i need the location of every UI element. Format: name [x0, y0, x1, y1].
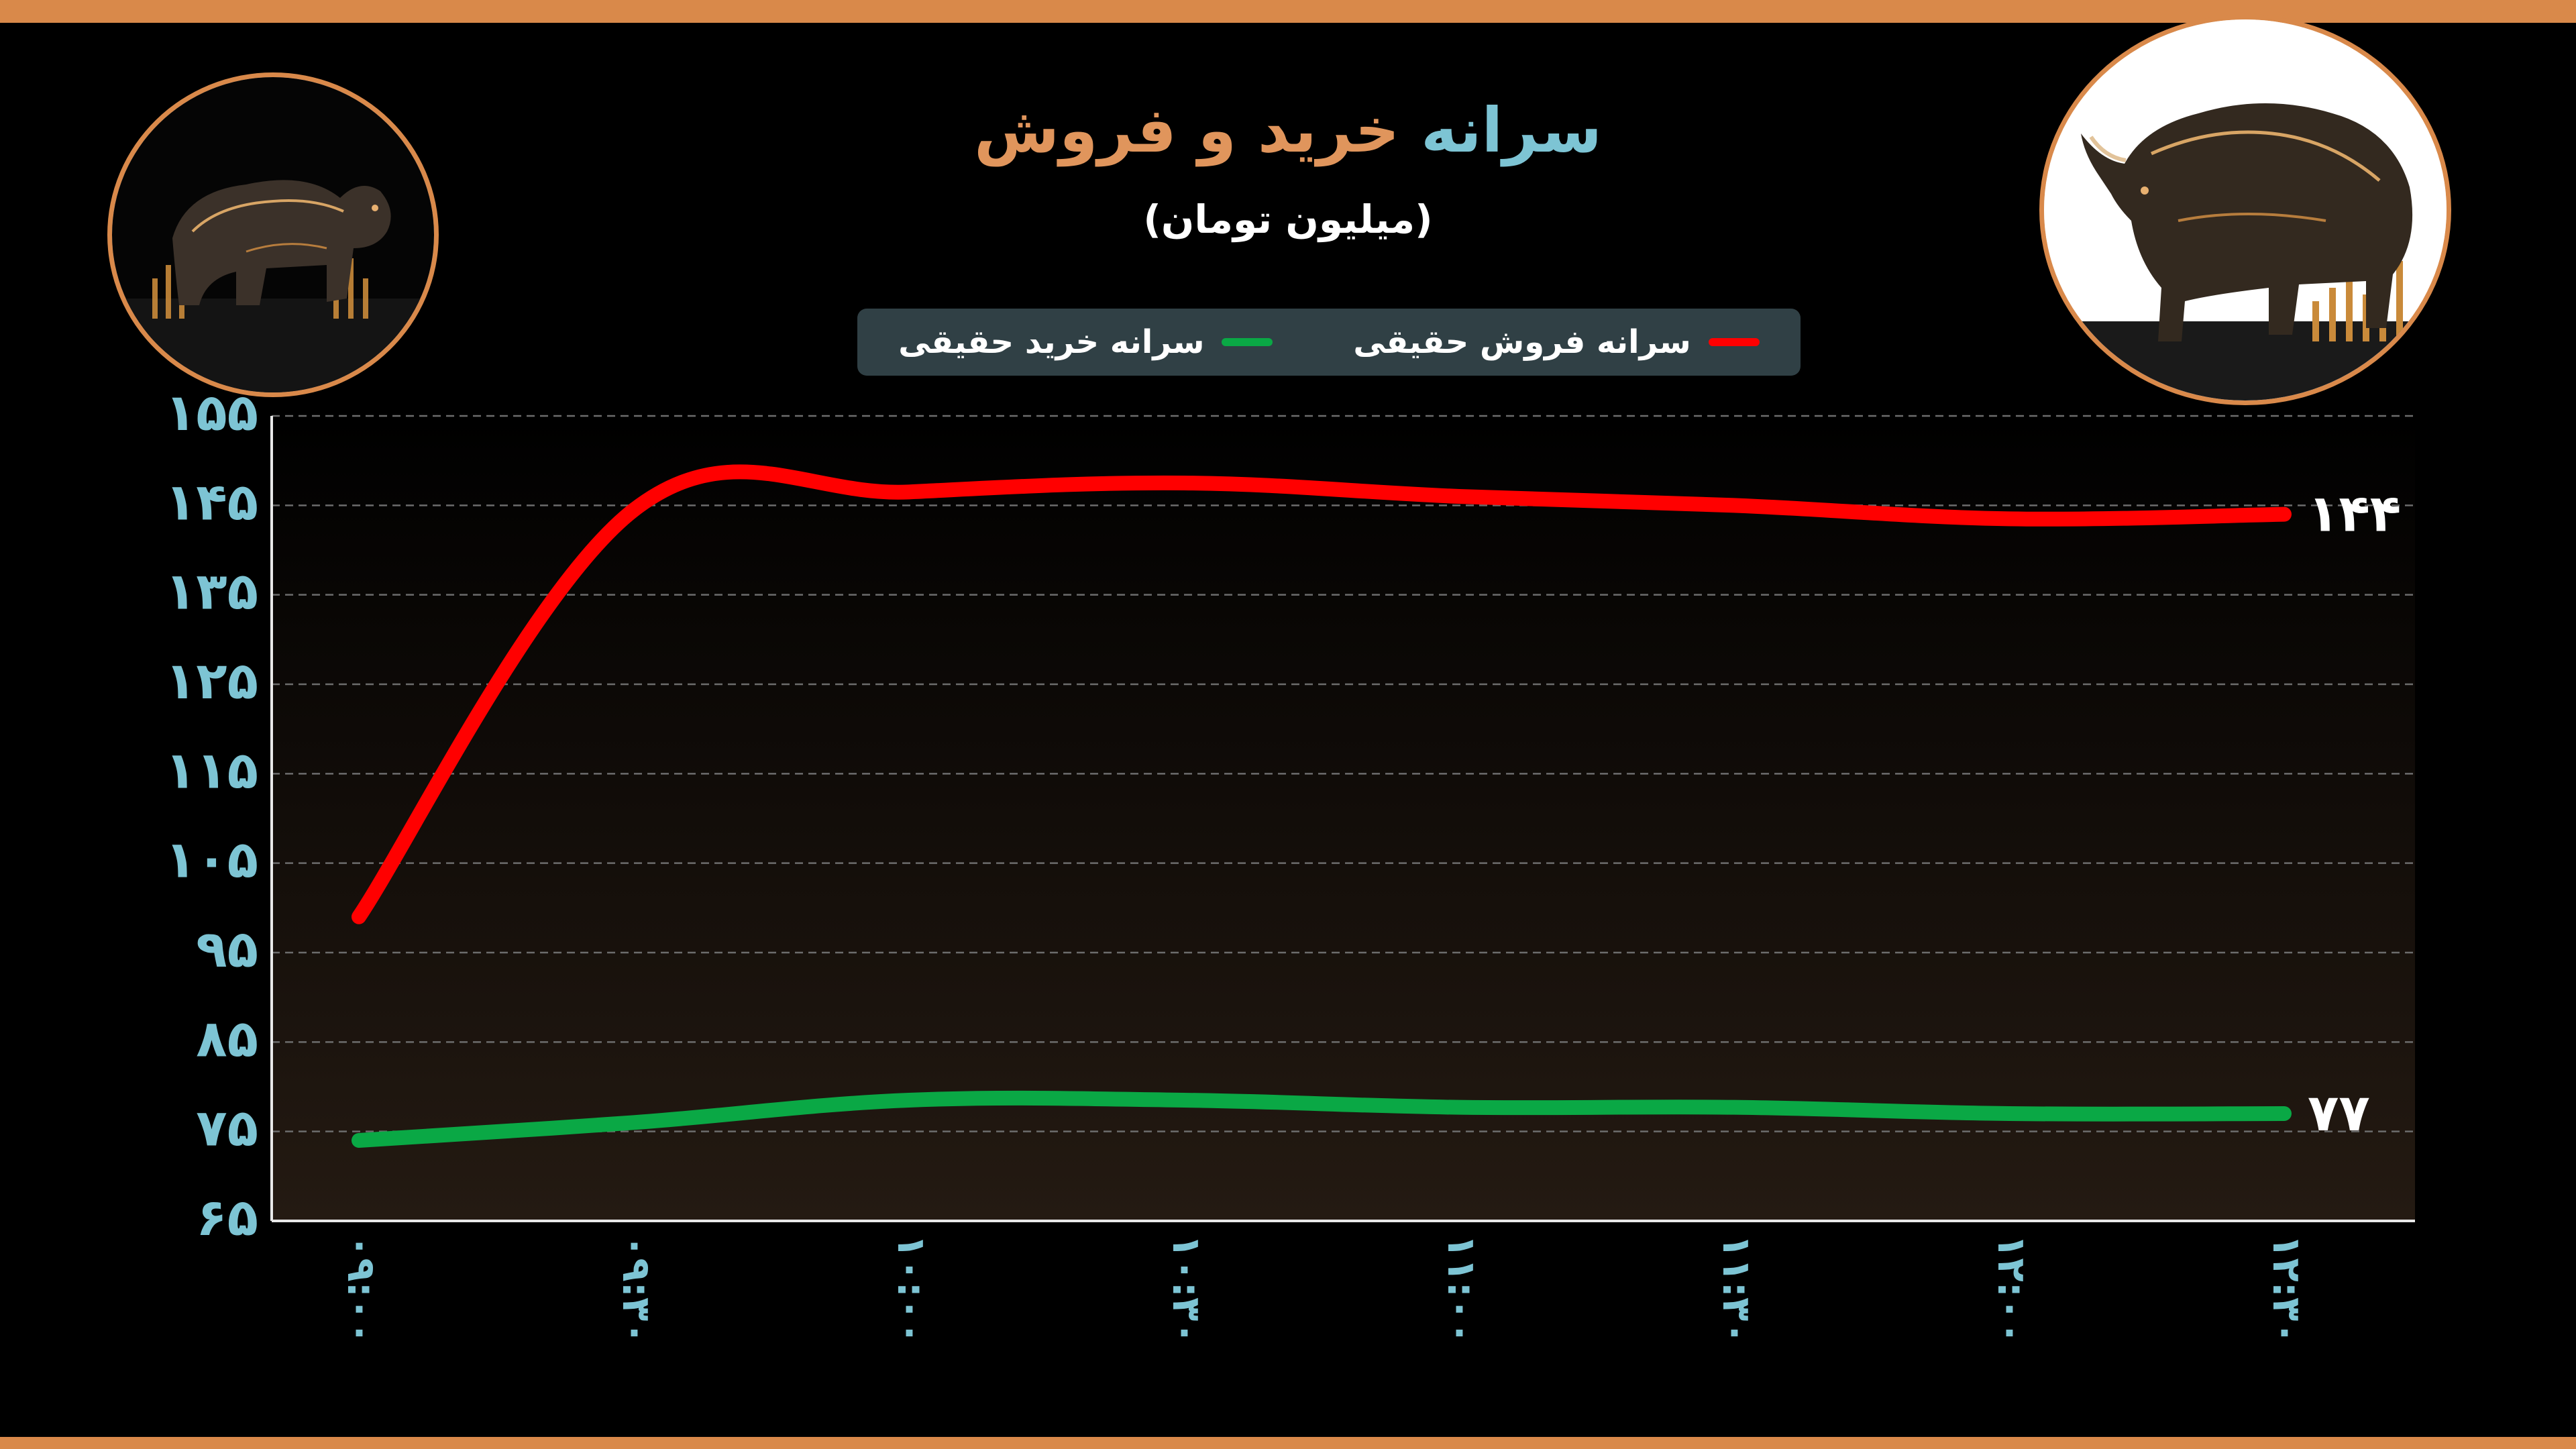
bear-image	[107, 72, 439, 397]
bear-illustration	[112, 77, 434, 392]
axes	[270, 416, 2415, 1222]
end-label-buy: ۷۷	[2308, 1083, 2370, 1142]
y-tick-label: ۱۳۵	[165, 561, 258, 621]
grid-lines	[272, 415, 2415, 1132]
x-tick-label: ۱۲:۳۰	[2264, 1234, 2310, 1345]
legend-item-buy: سرانه خرید حقیقی	[898, 323, 1273, 361]
y-tick-label: ۱۴۵	[165, 472, 258, 531]
x-tick-label: ۰۹:۰۰	[339, 1234, 384, 1345]
y-tick-label: ۸۵	[196, 1008, 258, 1068]
series-line-buy	[352, 1090, 2292, 1148]
plot-background	[272, 416, 2415, 1221]
y-axis-ticks: ۶۵ ۷۵ ۸۵ ۹۵ ۱۰۵ ۱۱۵ ۱۲۵ ۱۳۵ ۱۴۵ ۱۵۵	[165, 382, 258, 1247]
legend-label-buy: سرانه خرید حقیقی	[898, 323, 1205, 361]
x-tick-label: ۱۰:۰۰	[889, 1234, 934, 1345]
chart-title: سرانه خرید و فروش	[885, 80, 1690, 181]
y-tick-label: ۱۰۵	[165, 830, 258, 890]
bull-image	[2039, 15, 2451, 405]
legend-item-sell: سرانه فروش حقیقی	[1353, 323, 1760, 361]
series-end-labels: ۱۴۴ ۷۷	[2308, 484, 2401, 1142]
title-part-b: خرید و فروش	[974, 95, 1400, 166]
y-tick-label: ۱۲۵	[165, 651, 258, 710]
x-tick-label: ۱۲:۰۰	[1989, 1234, 2035, 1345]
y-tick-label: ۱۵۵	[165, 382, 258, 442]
y-tick-label: ۷۵	[196, 1098, 258, 1158]
top-accent-bar	[0, 0, 2576, 23]
legend-label-sell: سرانه فروش حقیقی	[1353, 323, 1691, 361]
x-axis-ticks: ۰۹:۰۰ ۰۹:۳۰ ۱۰:۰۰ ۱۰:۳۰ ۱۱:۰۰ ۱۱:۳۰ ۱۲:۰۰ ۱۲:۳۰	[339, 1234, 2310, 1345]
x-tick-label: ۱۱:۳۰	[1714, 1234, 1760, 1345]
legend-swatch-sell	[1708, 338, 1760, 346]
title-part-a: سرانه	[1421, 95, 1602, 166]
y-tick-label: ۹۵	[196, 919, 258, 979]
end-label-sell: ۱۴۴	[2308, 484, 2401, 543]
x-tick-label: ۰۹:۳۰	[614, 1234, 659, 1345]
series-lines	[352, 464, 2292, 1148]
chart-legend: سرانه فروش حقیقی سرانه خرید حقیقی	[857, 309, 1801, 376]
x-tick-label: ۱۱:۰۰	[1439, 1234, 1485, 1345]
bottom-accent-bar	[0, 1437, 2576, 1449]
y-tick-label: ۱۱۵	[165, 740, 258, 800]
legend-swatch-buy	[1222, 338, 1273, 346]
x-tick-label: ۱۰:۳۰	[1164, 1234, 1210, 1345]
bull-illustration	[2044, 19, 2447, 400]
chart-subtitle: (میلیون تومان)	[1143, 197, 1433, 242]
y-tick-label: ۶۵	[196, 1187, 258, 1247]
series-line-sell	[352, 464, 2292, 924]
